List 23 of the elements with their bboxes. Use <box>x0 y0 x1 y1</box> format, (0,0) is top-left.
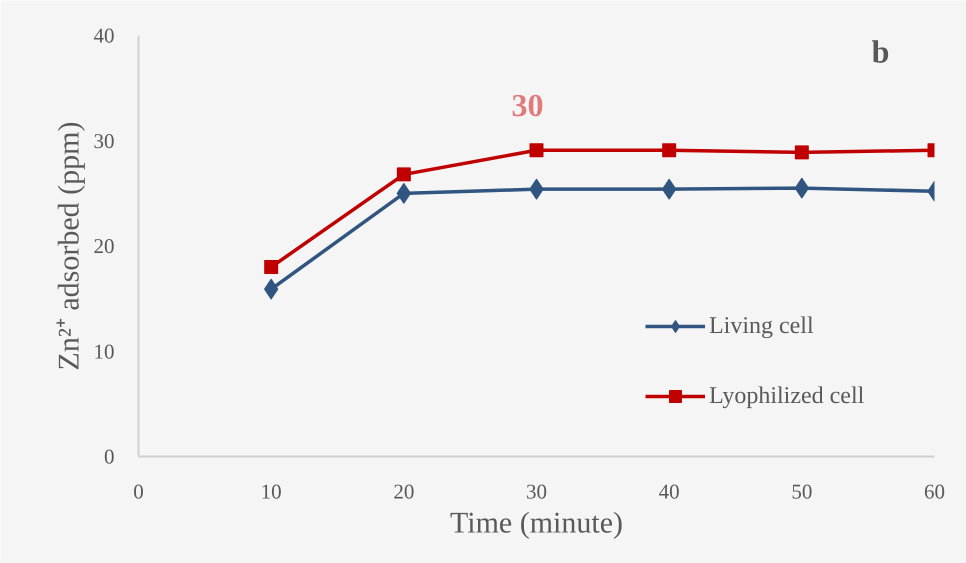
point <box>396 167 411 182</box>
point <box>794 145 809 160</box>
y-axis-title: Zn²⁺ adsorbed (ppm) <box>52 122 86 370</box>
y-tick-label: 0 <box>104 444 114 468</box>
x-tick-label: 50 <box>791 480 812 504</box>
legend-label: Lyophilized cell <box>709 382 864 410</box>
x-tick-label: 0 <box>133 480 144 504</box>
annotation: b <box>872 34 890 70</box>
x-tick-label: 60 <box>924 480 945 504</box>
x-axis-title: Time (minute) <box>450 506 624 540</box>
point <box>662 143 676 158</box>
legend-label: Living cell <box>709 312 814 340</box>
point <box>530 143 544 158</box>
x-tick-label: 20 <box>393 480 414 504</box>
annotation: 30 <box>512 87 544 123</box>
x-tick-label: 10 <box>260 480 282 504</box>
y-tick-label: 30 <box>94 128 114 153</box>
y-tick-label: 20 <box>94 234 114 258</box>
point <box>264 260 278 274</box>
x-tick-label: 30 <box>526 480 547 504</box>
y-tick-label: 40 <box>94 24 114 48</box>
y-tick-label: 10 <box>94 339 114 364</box>
x-tick-label: 40 <box>658 480 680 504</box>
